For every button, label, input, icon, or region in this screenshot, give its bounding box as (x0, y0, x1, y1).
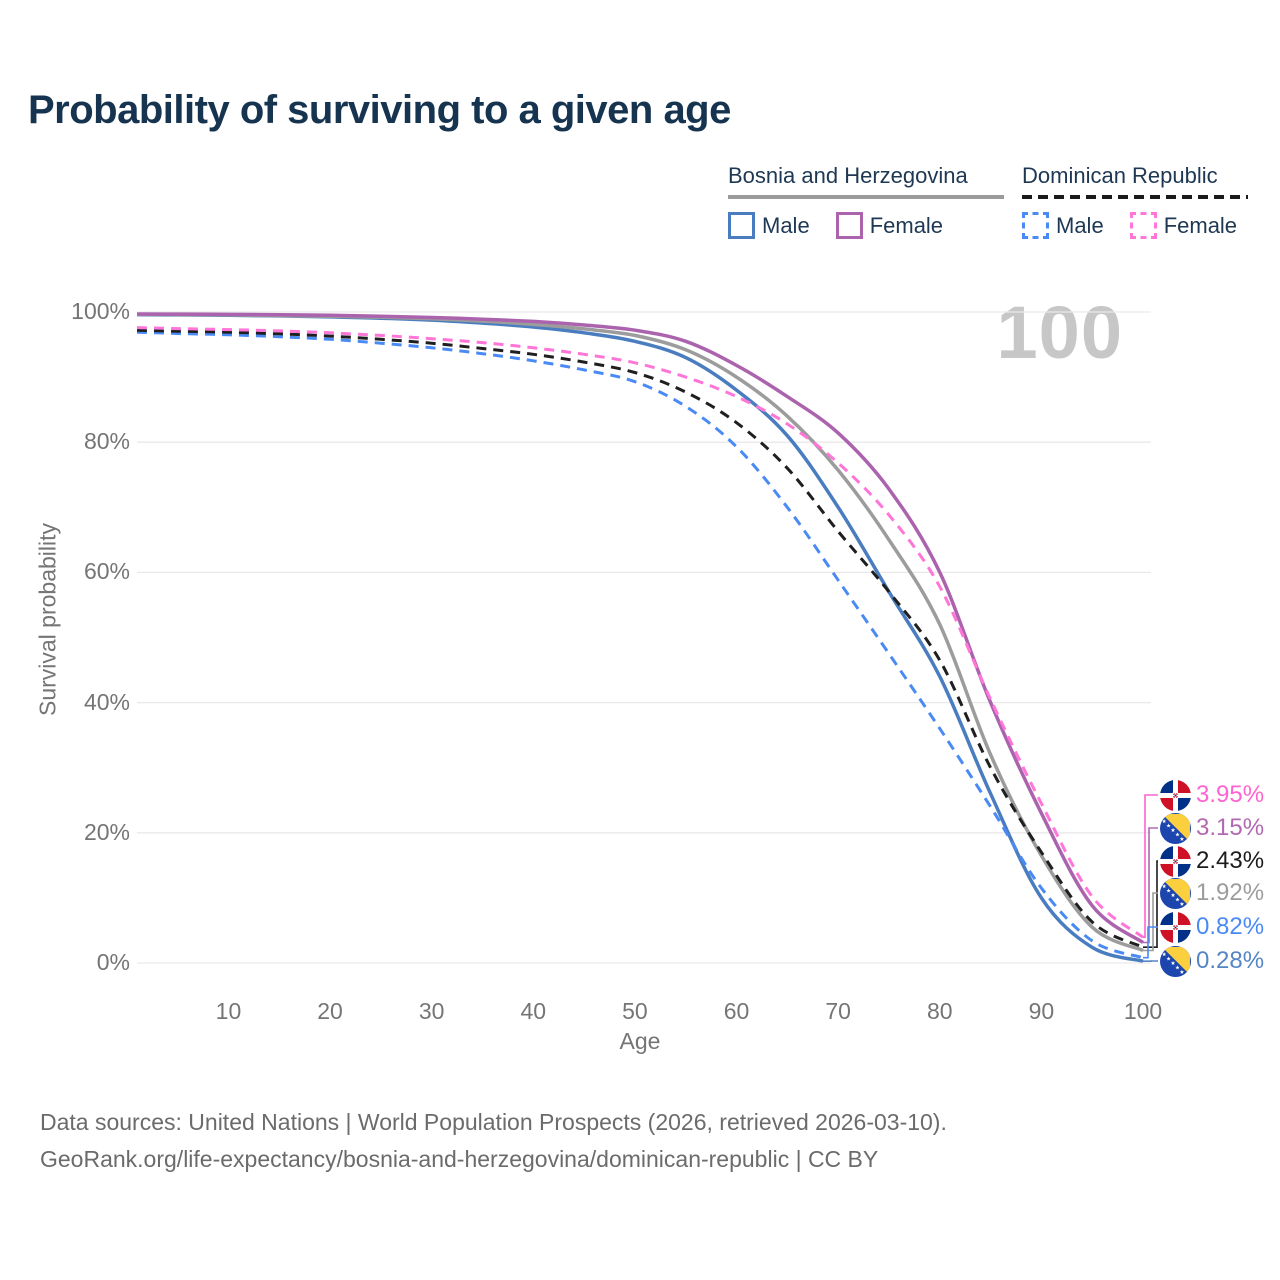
y-tick-label: 40% (83, 688, 130, 715)
end-label-connector (1143, 926, 1158, 959)
end-label-value: 0.82% (1196, 913, 1265, 940)
end-label-connector (1143, 860, 1158, 948)
legend-swatch-bosnia-female-icon (835, 212, 863, 239)
end-label-connector (1143, 827, 1158, 944)
legend-country-dominican: Dominican Republic (1022, 163, 1218, 188)
end-label-value: 3.15% (1196, 814, 1265, 841)
end-label-value: 2.43% (1196, 847, 1265, 874)
x-tick-label: 100 (1123, 998, 1163, 1024)
legend-label-dominican-female: Female (1163, 212, 1238, 238)
y-tick-label: 100% (71, 298, 130, 324)
series-line-bih_both (136, 312, 1144, 953)
end-label: 3.95% (1160, 778, 1264, 812)
legend-group-dominican: Dominican Republic Male Female (1022, 163, 1248, 239)
series-line-dr_male (136, 330, 1144, 960)
end-label-value: 3.95% (1196, 781, 1265, 808)
x-axis-title: Age (619, 1028, 661, 1054)
series-line-bih_male (136, 312, 1144, 963)
x-tick-label: 40 (520, 998, 547, 1024)
page-title: Probability of surviving to a given age (28, 88, 731, 132)
x-tick-label: 30 (418, 998, 445, 1024)
series-line-dr_both (136, 328, 1144, 949)
dominican-republic-flag-icon (1160, 846, 1191, 877)
data-source-line: Data sources: United Nations | World Pop… (40, 1109, 947, 1135)
x-tick-label: 70 (825, 998, 851, 1024)
end-label: 1.92% (1160, 876, 1264, 910)
end-label: 2.43% (1160, 844, 1264, 878)
dominican-republic-flag-icon (1160, 912, 1191, 943)
x-tick-label: 20 (317, 998, 343, 1024)
end-label-value: 0.28% (1196, 947, 1265, 974)
y-tick-label: 60% (83, 558, 130, 585)
series-line-bih_female (136, 312, 1145, 944)
legend-underline-dominican (1022, 195, 1248, 199)
x-tick-label: 80 (926, 998, 953, 1024)
legend-label-bosnia-male: Male (762, 212, 810, 238)
data-source-note: Data sources: United Nations | World Pop… (40, 1104, 947, 1179)
y-tick-label: 0% (96, 949, 130, 975)
x-tick-label: 90 (1028, 998, 1055, 1024)
end-label: 0.82% (1160, 910, 1264, 944)
legend-swatch-dominican-male-icon (1022, 212, 1049, 239)
end-label-connector (1143, 794, 1158, 939)
bosnia-herzegovina-flag-icon (1160, 946, 1191, 977)
legend-swatch-dominican-female-icon (1129, 212, 1157, 239)
end-label: 0.28% (1160, 944, 1264, 978)
x-tick-label: 10 (215, 998, 242, 1024)
series-line-dr_female (136, 326, 1144, 939)
legend-swatch-bosnia-male-icon (728, 212, 755, 239)
legend-label-bosnia-female: Female (869, 212, 944, 238)
bosnia-herzegovina-flag-icon (1160, 878, 1191, 909)
y-tick-label: 20% (83, 818, 130, 845)
x-tick-label: 50 (622, 998, 648, 1024)
x-tick-label: 60 (723, 998, 750, 1024)
y-axis-title: Survival probability (34, 522, 61, 717)
end-label-value: 1.92% (1196, 879, 1265, 906)
attribution-line: GeoRank.org/life-expectancy/bosnia-and-h… (40, 1146, 879, 1173)
y-tick-label: 80% (83, 428, 130, 455)
legend-item-dominican-male[interactable]: Male (1022, 212, 1104, 239)
end-label: 3.15% (1160, 811, 1264, 845)
legend-country-bosnia: Bosnia and Herzegovina (728, 163, 968, 188)
legend-underline-bosnia (728, 195, 1004, 199)
legend-item-bosnia-male[interactable]: Male (728, 212, 810, 239)
legend-item-dominican-female[interactable]: Female (1129, 212, 1238, 239)
bosnia-herzegovina-flag-icon (1160, 813, 1191, 844)
legend-item-bosnia-female[interactable]: Female (835, 212, 944, 239)
legend-group-bosnia: Bosnia and Herzegovina Male Female (728, 163, 1004, 239)
legend-label-dominican-male: Male (1056, 212, 1104, 238)
age-watermark: 100 (996, 291, 1123, 374)
dominican-republic-flag-icon (1160, 780, 1191, 811)
